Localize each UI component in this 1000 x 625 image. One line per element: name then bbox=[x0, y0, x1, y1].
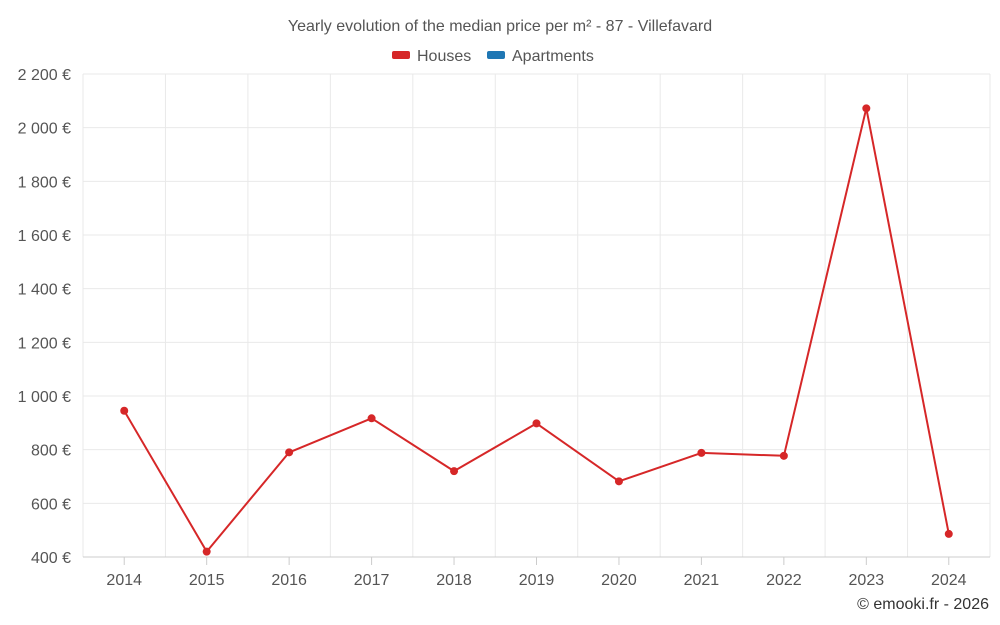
chart-title: Yearly evolution of the median price per… bbox=[288, 18, 712, 35]
y-tick-label: 400 € bbox=[31, 550, 71, 567]
x-tick-label: 2014 bbox=[106, 572, 142, 589]
x-tick-label: 2018 bbox=[436, 572, 472, 589]
data-point[interactable] bbox=[202, 547, 211, 556]
data-point[interactable] bbox=[862, 104, 871, 113]
data-point[interactable] bbox=[285, 448, 294, 457]
data-point[interactable] bbox=[367, 414, 376, 423]
y-tick-label: 1 000 € bbox=[18, 389, 71, 406]
y-tick-label: 600 € bbox=[31, 496, 71, 513]
x-tick-label: 2023 bbox=[849, 572, 885, 589]
x-tick-label: 2021 bbox=[684, 572, 720, 589]
legend-item-apartments[interactable]: Apartments bbox=[487, 48, 594, 65]
x-tick-label: 2015 bbox=[189, 572, 225, 589]
data-point[interactable] bbox=[120, 406, 129, 415]
y-tick-label: 1 600 € bbox=[18, 228, 71, 245]
data-point[interactable] bbox=[779, 451, 788, 460]
x-tick-label: 2024 bbox=[931, 572, 967, 589]
y-tick-label: 1 800 € bbox=[18, 174, 71, 191]
y-tick-label: 800 € bbox=[31, 443, 71, 460]
credit-text: © emooki.fr - 2026 bbox=[857, 596, 989, 613]
x-tick-label: 2022 bbox=[766, 572, 802, 589]
y-tick-label: 2 000 € bbox=[18, 121, 71, 138]
legend-label-apartments: Apartments bbox=[512, 48, 594, 65]
data-point[interactable] bbox=[944, 529, 953, 538]
legend-swatch-houses bbox=[392, 51, 410, 59]
grid bbox=[82, 73, 991, 557]
legend-swatch-apartments bbox=[487, 51, 505, 59]
series-houses bbox=[120, 104, 953, 556]
x-tick-label: 2019 bbox=[519, 572, 555, 589]
x-tick-label: 2016 bbox=[271, 572, 307, 589]
data-point[interactable] bbox=[697, 448, 706, 457]
data-point[interactable] bbox=[532, 419, 541, 428]
legend: Houses Apartments bbox=[392, 48, 594, 65]
x-tick-label: 2020 bbox=[601, 572, 637, 589]
y-tick-label: 2 200 € bbox=[18, 67, 71, 84]
legend-label-houses: Houses bbox=[417, 48, 471, 65]
y-tick-label: 1 200 € bbox=[18, 335, 71, 352]
y-tick-label: 1 400 € bbox=[18, 282, 71, 299]
legend-item-houses[interactable]: Houses bbox=[392, 48, 471, 65]
axes: 400 € 600 € 800 € 1 000 € 1 200 € 1 400 € 1 60… bbox=[18, 67, 990, 589]
x-tick-label: 2017 bbox=[354, 572, 390, 589]
data-point[interactable] bbox=[614, 477, 623, 486]
data-point[interactable] bbox=[450, 467, 459, 476]
